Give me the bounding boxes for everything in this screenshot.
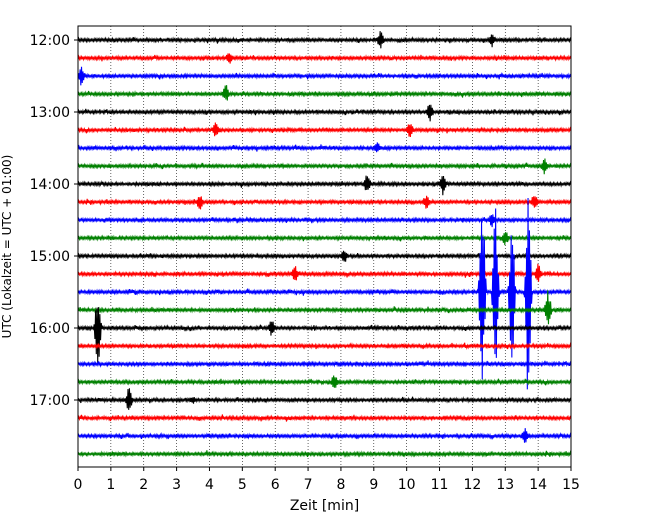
x-tick-label: 2	[139, 477, 148, 493]
trace-1445	[78, 232, 571, 246]
y-axis-ticks: 12:00 13:00 14:00 15:00 16:00 17:00	[30, 33, 78, 409]
y-tick-label: 12:00	[30, 33, 70, 49]
x-tick-label: 11	[431, 477, 449, 493]
seismic-traces	[78, 31, 571, 458]
trace-1315	[78, 122, 571, 138]
y-tick-label: 13:00	[30, 105, 70, 121]
trace-1300	[78, 104, 571, 122]
trace-1415	[78, 195, 571, 210]
trace-1245	[78, 85, 571, 101]
trace-1330	[78, 142, 571, 153]
trace-1745	[78, 450, 571, 458]
plot-frame	[77, 25, 572, 468]
x-tick-label: 8	[336, 477, 345, 493]
x-tick-label: 5	[238, 477, 247, 493]
trace-1730	[78, 428, 571, 443]
trace-1515	[78, 263, 571, 282]
x-tick-label: 9	[369, 477, 378, 493]
x-tick-label: 10	[398, 477, 416, 493]
trace-1345	[78, 158, 571, 175]
trace-1715	[78, 414, 571, 422]
y-tick-label: 14:00	[30, 177, 70, 193]
x-tick-label: 4	[205, 477, 214, 493]
trace-1545	[78, 290, 571, 325]
y-axis-title: UTC (Lokalzeit = UTC + 01:00)	[0, 155, 14, 339]
y-tick-label: 16:00	[30, 321, 70, 337]
x-tick-label: 7	[304, 477, 313, 493]
trace-1400	[78, 175, 571, 196]
x-tick-label: 1	[106, 477, 115, 493]
x-tick-label: 12	[463, 477, 481, 493]
trace-1200	[78, 31, 571, 49]
trace-1600	[78, 307, 571, 363]
y-tick-label: 17:00	[30, 393, 70, 409]
trace-1700	[78, 388, 571, 410]
x-tick-label: 3	[172, 477, 181, 493]
trace-1230	[78, 66, 571, 86]
trace-1215	[78, 53, 571, 64]
trace-1430	[78, 214, 571, 228]
x-axis-ticks: 0 1 2 3 4 5 6 7 8 9 10 11 12 13 14 15	[74, 467, 580, 493]
x-tick-label: 0	[74, 477, 83, 493]
trace-1530	[78, 198, 571, 390]
x-tick-label: 13	[496, 477, 514, 493]
trace-1645	[78, 375, 571, 388]
trace-1615	[78, 342, 571, 350]
x-tick-label: 14	[529, 477, 547, 493]
trace-1630	[78, 360, 571, 368]
x-tick-label: 15	[562, 477, 580, 493]
x-tick-label: 6	[271, 477, 280, 493]
y-tick-label: 15:00	[30, 249, 70, 265]
x-axis-title: Zeit [min]	[290, 498, 359, 514]
trace-1500	[78, 250, 571, 262]
